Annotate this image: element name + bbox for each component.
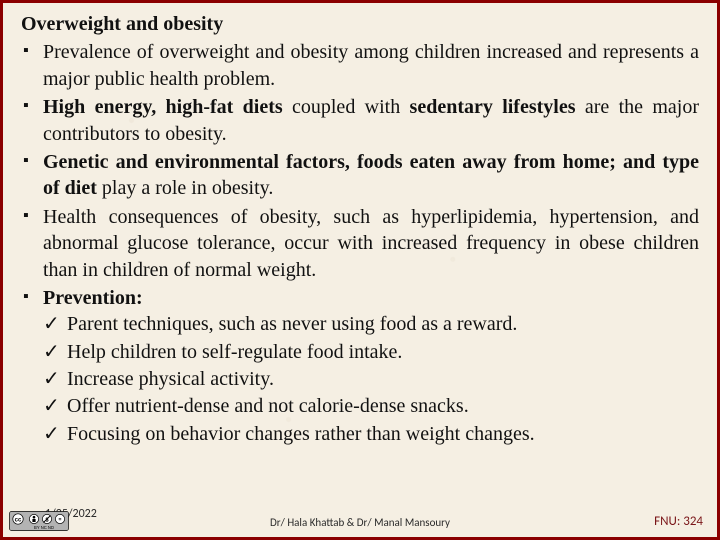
footer: 1/25/2022 Dr/ Hala Khattab & Dr/ Manal M… [3, 503, 717, 533]
cc-by-nc-nd-icon: cc $ = BY NC ND [9, 511, 69, 531]
text-run: Prevalence of overweight and obesity amo… [43, 41, 699, 89]
text-run: Prevention: [43, 287, 143, 309]
svg-text:=: = [59, 517, 62, 523]
check-item: Help children to self-regulate food inta… [43, 339, 699, 365]
slide-title: Overweight and obesity [21, 11, 699, 37]
bullet-item: Health consequences of obesity, such as … [21, 204, 699, 283]
check-item: Focusing on behavior changes rather than… [43, 421, 699, 447]
bullet-item: Prevention:Parent techniques, such as ne… [21, 285, 699, 447]
check-list: Parent techniques, such as never using f… [43, 311, 699, 447]
check-item: Parent techniques, such as never using f… [43, 311, 699, 337]
text-run: coupled with [283, 96, 410, 118]
text-run: High energy, high-fat diets [43, 96, 283, 118]
slide: Overweight and obesity Prevalence of ove… [0, 0, 720, 540]
bullet-item: Prevalence of overweight and obesity amo… [21, 39, 699, 92]
footer-authors: Dr/ Hala Khattab & Dr/ Manal Mansoury [270, 516, 450, 529]
bullet-item: Genetic and environmental factors, foods… [21, 149, 699, 202]
bullet-list: Prevalence of overweight and obesity amo… [21, 39, 699, 447]
text-run: sedentary lifestyles [410, 96, 576, 118]
bullet-item: High energy, high-fat diets coupled with… [21, 94, 699, 147]
footer-page-number: FNU: 324 [654, 514, 703, 529]
check-item: Offer nutrient-dense and not calorie-den… [43, 393, 699, 419]
svg-text:cc: cc [15, 518, 22, 524]
text-run: Health consequences of obesity, such as … [43, 206, 699, 281]
svg-text:BY NC ND: BY NC ND [34, 525, 54, 530]
check-item: Increase physical activity. [43, 366, 699, 392]
slide-content: Overweight and obesity Prevalence of ove… [21, 11, 699, 447]
text-run: play a role in obesity. [97, 177, 273, 199]
